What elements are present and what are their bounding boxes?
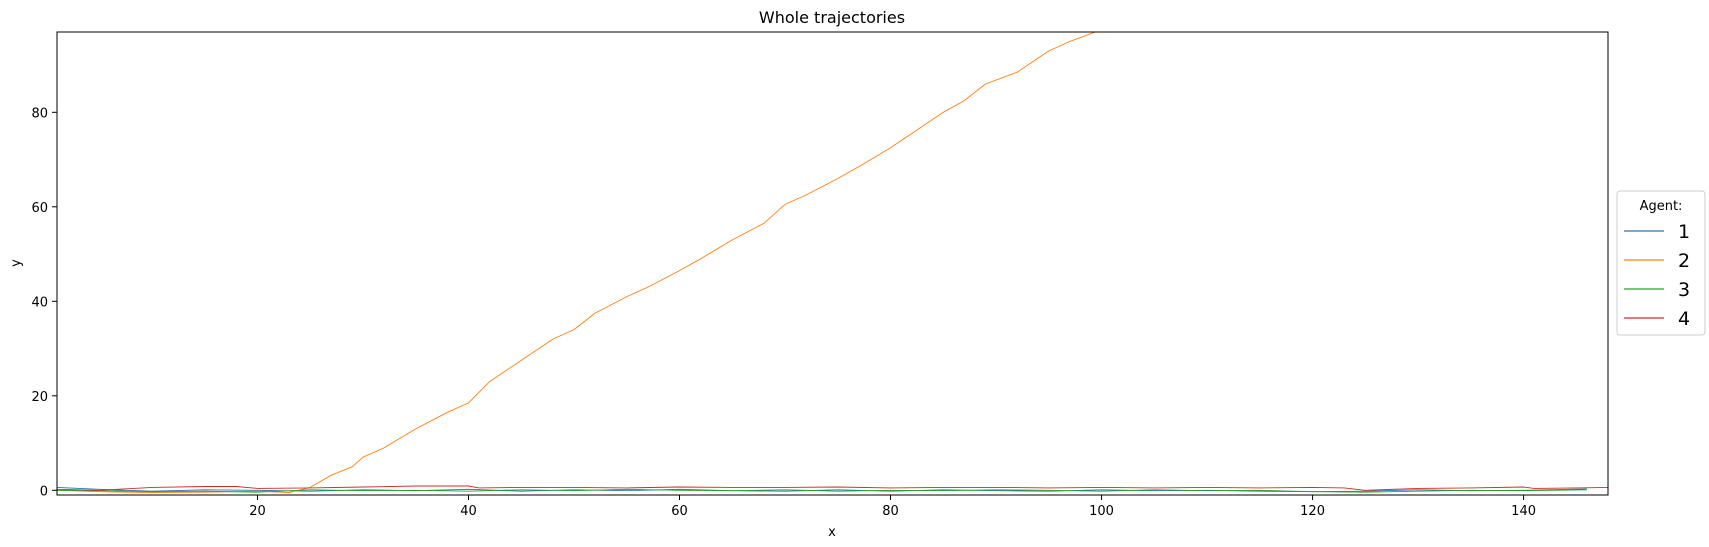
plot-frame <box>56 31 1609 496</box>
plot-background <box>57 32 1608 495</box>
x-tick-label: 40 <box>460 504 477 519</box>
x-axis-title: x <box>828 525 836 540</box>
x-tick-label: 80 <box>882 504 899 519</box>
y-tick-label: 80 <box>31 106 48 121</box>
y-tick-label: 20 <box>31 390 48 405</box>
x-tick-label: 20 <box>249 504 266 519</box>
x-axis: 20 40 60 80 100 120 140 <box>249 495 1536 519</box>
y-tick-label: 0 <box>40 484 48 499</box>
y-tick-label: 40 <box>31 295 48 310</box>
series-line-3 <box>57 488 1587 493</box>
series-line-2 <box>57 32 1097 494</box>
x-tick-label: 140 <box>1511 504 1536 519</box>
plot-area <box>56 31 1609 496</box>
legend: Agent: 1 2 3 4 <box>1616 190 1706 336</box>
y-axis: 0 20 40 60 80 <box>31 106 57 499</box>
x-tick-label: 60 <box>671 504 688 519</box>
series-layer <box>57 32 1608 494</box>
x-tick-label: 120 <box>1300 504 1325 519</box>
chart-title: Whole trajectories <box>759 8 905 27</box>
series-line-4 <box>57 485 1608 491</box>
legend-title: Agent: <box>1640 199 1683 214</box>
legend-items: 1 2 3 4 <box>1624 221 1690 330</box>
legend-label-4: 4 <box>1678 308 1690 330</box>
legend-box <box>1616 190 1706 336</box>
legend-label-2: 2 <box>1678 250 1690 272</box>
legend-label-3: 3 <box>1678 279 1690 301</box>
y-axis-title: y <box>9 259 24 267</box>
y-tick-label: 60 <box>31 201 48 216</box>
legend-label-1: 1 <box>1678 221 1690 243</box>
x-tick-label: 100 <box>1089 504 1114 519</box>
